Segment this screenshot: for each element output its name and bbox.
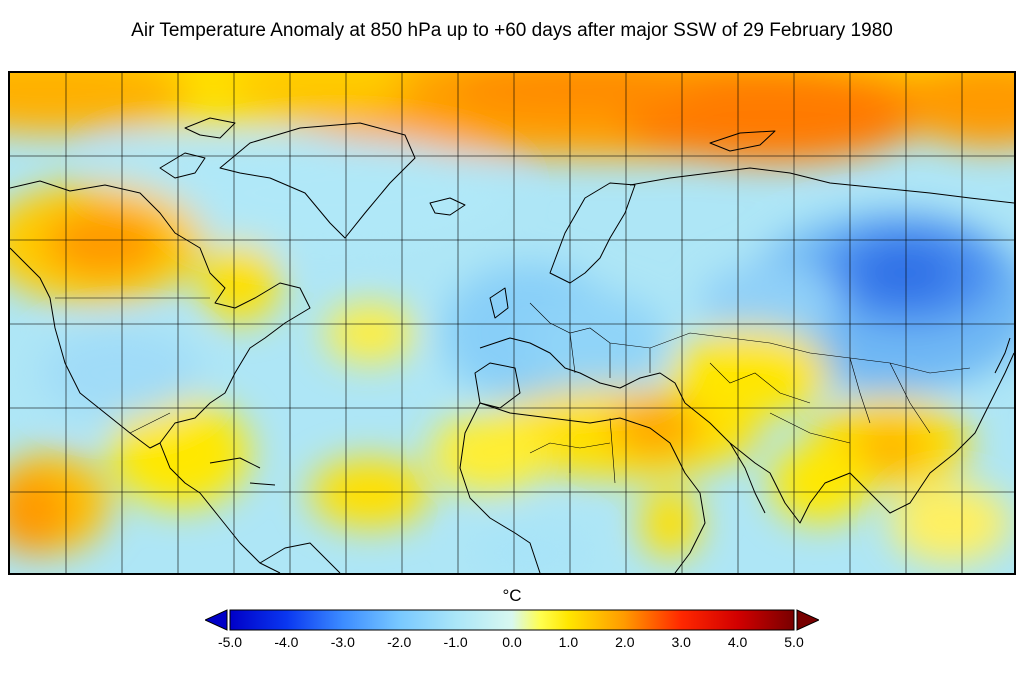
graticule-lines [10,73,1014,573]
colorbar-gradient [229,609,795,631]
colorbar-min-extension-arrow [205,609,228,631]
colorbar-tick-label: -2.0 [387,634,412,650]
colorbar [205,609,819,631]
colorbar-tick-label: 0.0 [502,634,522,650]
colorbar-tick-label: -3.0 [330,634,355,650]
colorbar-tick-label: 5.0 [784,634,804,650]
colorbar-unit-label: °C [502,586,522,605]
colorbar-tick-label: 2.0 [615,634,635,650]
colorbar-tick-label: 1.0 [558,634,579,650]
colorbar-tick-label: -4.0 [274,634,299,650]
colorbar-tick-label: 3.0 [671,634,691,650]
anomaly-field [10,73,1014,573]
colorbar-max-extension-arrow [796,609,819,631]
temperature-anomaly-map [8,71,1016,575]
coastlines [10,117,1014,573]
map-title: Air Temperature Anomaly at 850 hPa up to… [131,20,893,41]
colorbar-tick-label: -5.0 [217,634,243,650]
country-borders [55,297,971,484]
colorbar-tick-label: 4.0 [727,634,748,650]
colorbar-tick-label: -1.0 [443,634,468,650]
map-canvas [10,73,1014,573]
